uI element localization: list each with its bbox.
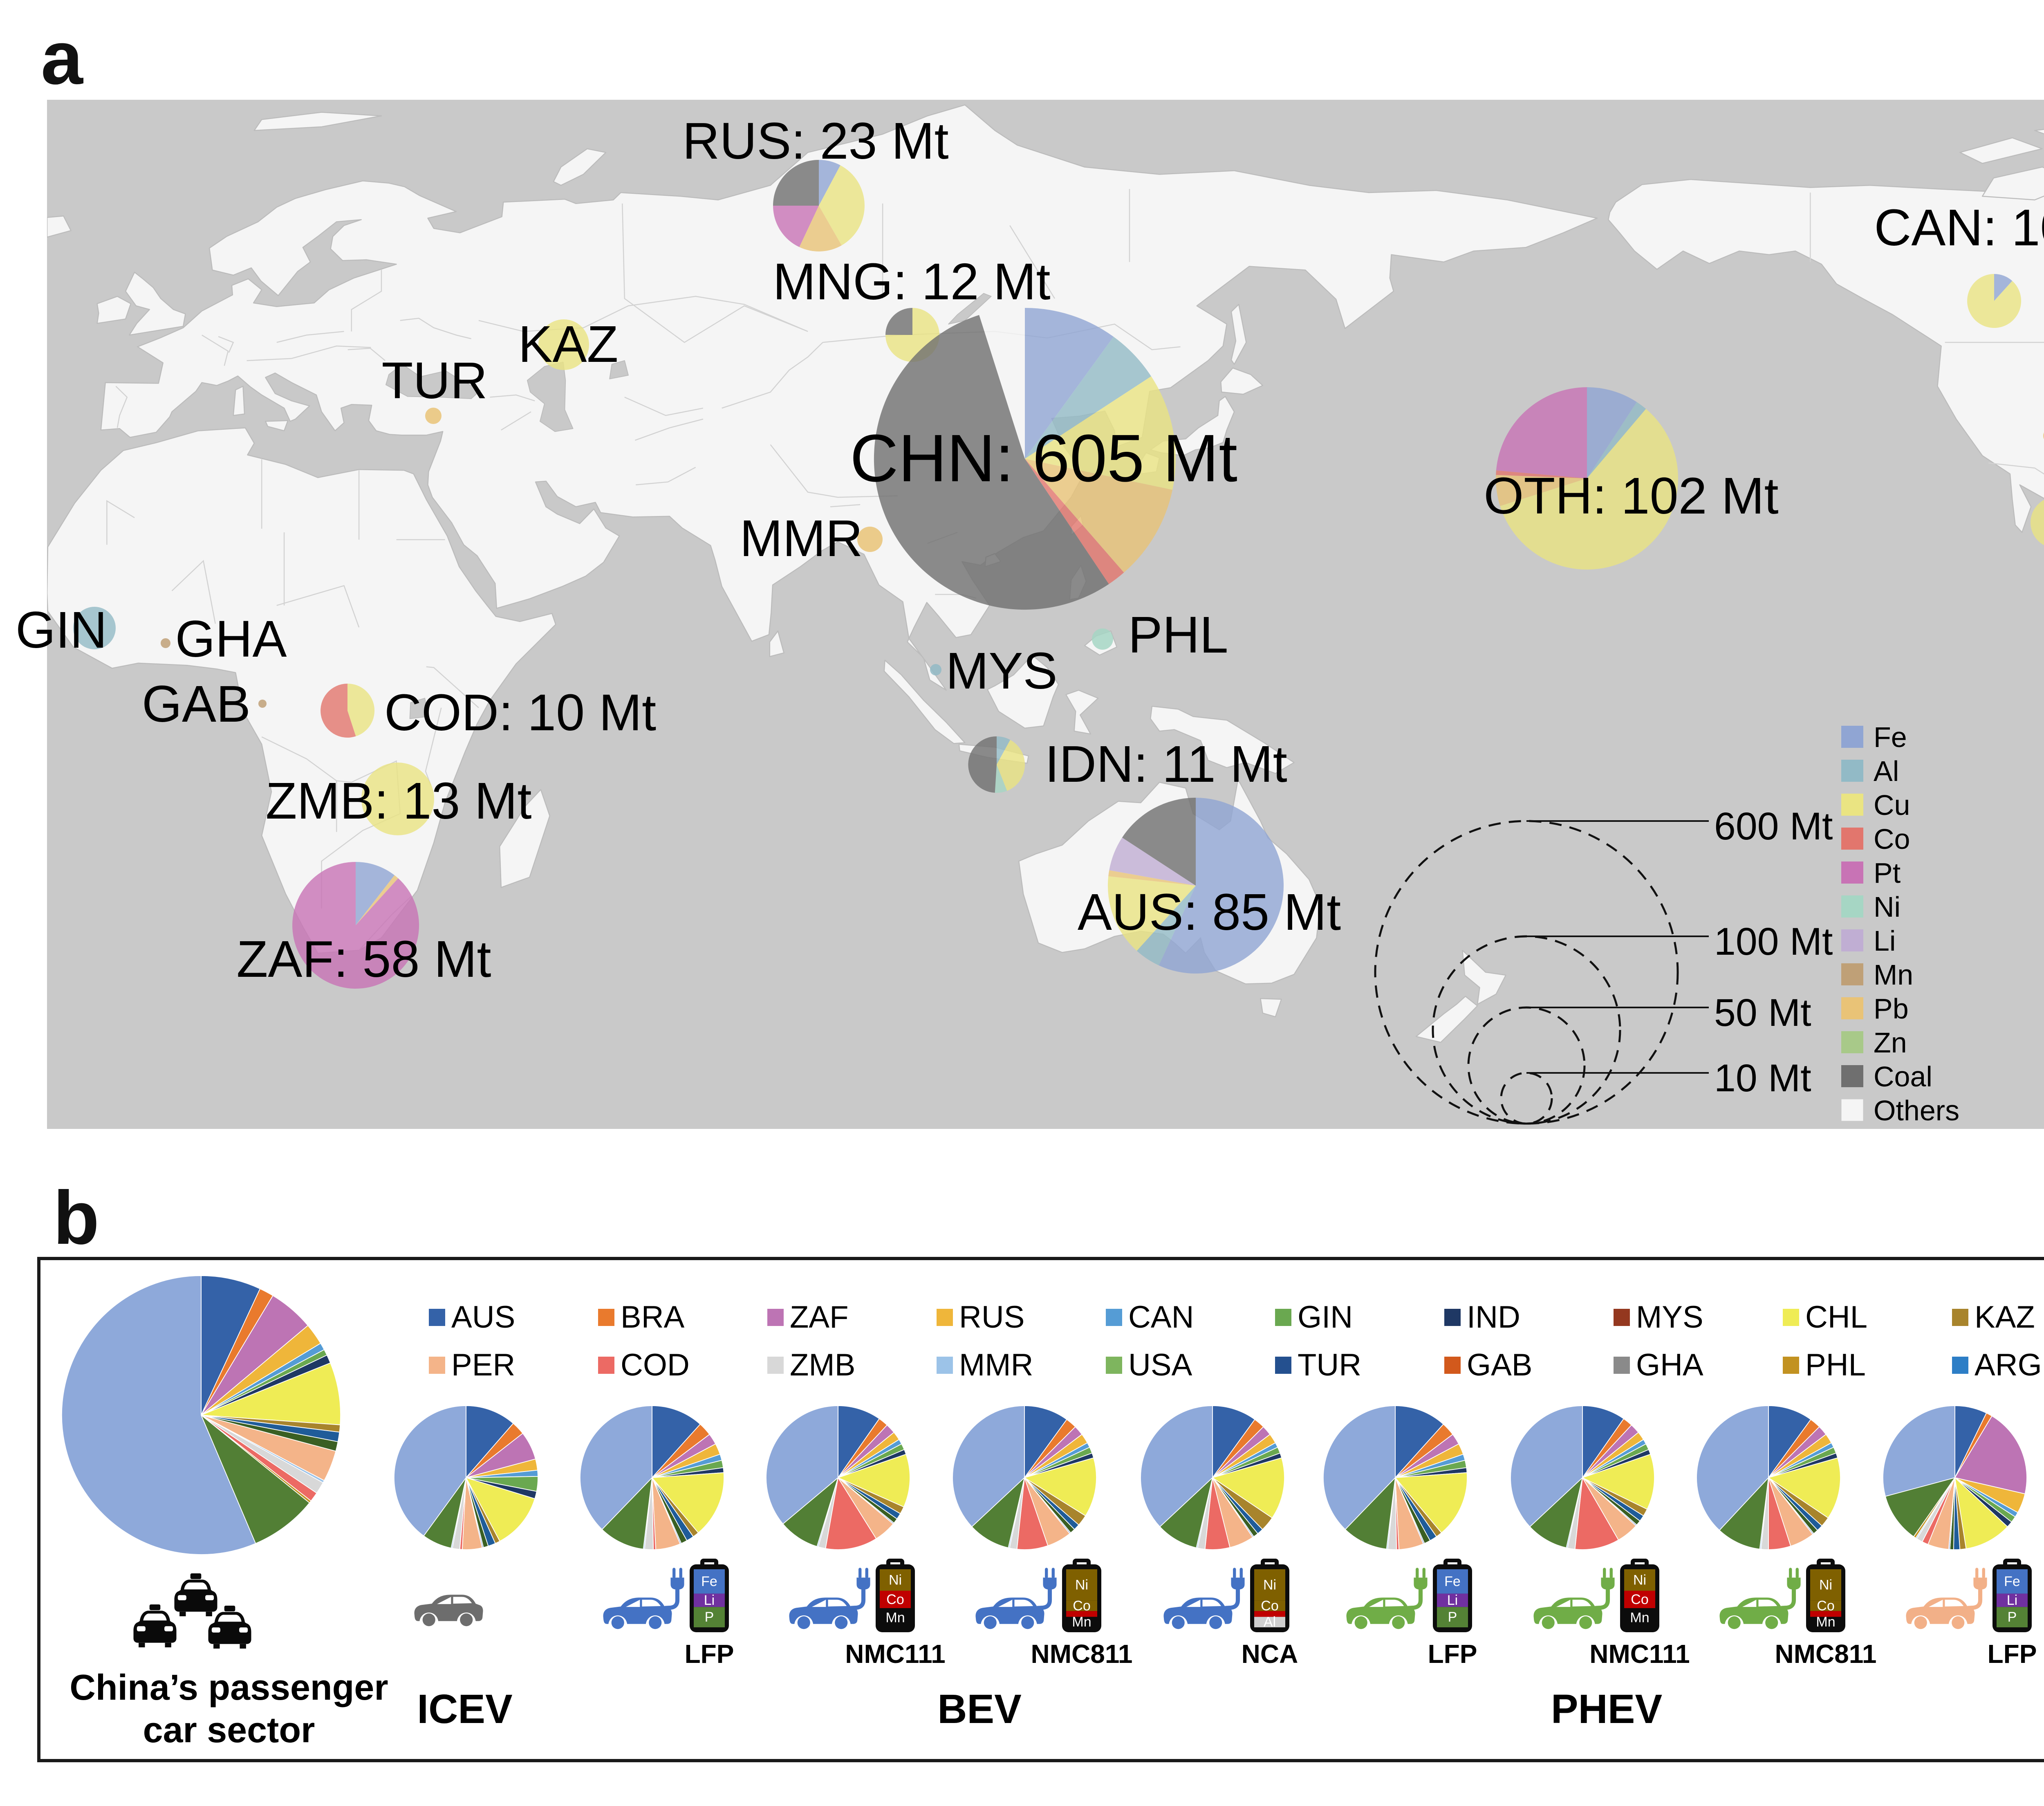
svg-text:Co: Co [1261,1598,1278,1614]
svg-text:AUS: 85 Mt: AUS: 85 Mt [1078,883,1341,941]
svg-text:Fe: Fe [1874,721,1907,753]
svg-text:Co: Co [1073,1598,1090,1614]
svg-text:KAZ: KAZ [1975,1300,2035,1335]
svg-text:OTH: 102 Mt: OTH: 102 Mt [1484,467,1778,525]
svg-text:Ni: Ni [1075,1577,1088,1593]
svg-text:Co: Co [1874,823,1910,855]
svg-text:GIN: GIN [16,601,107,659]
svg-text:TUR: TUR [382,352,488,409]
svg-text:MMR: MMR [959,1348,1033,1382]
svg-text:PHL: PHL [1128,606,1228,664]
svg-text:ZMB: 13 Mt: ZMB: 13 Mt [265,772,531,830]
svg-text:CHN: 605 Mt: CHN: 605 Mt [850,421,1237,496]
svg-text:MNG: 12 Mt: MNG: 12 Mt [773,253,1050,310]
svg-text:Ni: Ni [1874,891,1901,923]
svg-text:Others: Others [1874,1095,1959,1126]
svg-text:BEV: BEV [937,1686,1022,1732]
svg-text:100 Mt: 100 Mt [1714,920,1833,963]
svg-text:NCA: NCA [1242,1639,1298,1669]
svg-text:AUS: AUS [451,1300,515,1335]
svg-text:Co: Co [1817,1598,1834,1614]
svg-text:Co: Co [1631,1592,1648,1607]
svg-text:Co: Co [886,1592,904,1607]
svg-text:Ni: Ni [889,1572,902,1588]
svg-text:600 Mt: 600 Mt [1714,805,1833,848]
svg-text:Al: Al [1874,755,1899,787]
svg-text:IND: IND [1467,1300,1520,1335]
svg-text:MMR: MMR [740,509,863,567]
svg-text:ZAF: 58 Mt: ZAF: 58 Mt [236,930,491,988]
svg-text:Ni: Ni [1633,1572,1646,1588]
svg-text:a: a [41,16,84,100]
svg-text:P: P [2008,1609,2017,1625]
svg-text:GIN: GIN [1298,1300,1353,1335]
svg-text:Ni: Ni [1819,1577,1832,1593]
svg-text:GHA: GHA [175,610,287,668]
svg-text:MYS: MYS [1636,1300,1703,1335]
svg-text:Pb: Pb [1874,993,1909,1025]
svg-text:Li: Li [2007,1593,2017,1608]
svg-text:CAN: CAN [1128,1300,1194,1335]
svg-text:CHL: CHL [1805,1300,1867,1335]
svg-text:Li: Li [1447,1593,1458,1608]
svg-text:Coal: Coal [1874,1061,1932,1093]
svg-text:ARG: ARG [1975,1348,2042,1382]
svg-text:LFP: LFP [1428,1639,1477,1669]
svg-text:Mn: Mn [1630,1610,1649,1626]
svg-text:CAN: 10 Mt: CAN: 10 Mt [1874,199,2044,256]
svg-text:PHEV: PHEV [1551,1686,1663,1732]
svg-text:P: P [1448,1609,1457,1625]
svg-text:USA: USA [1128,1348,1192,1382]
svg-text:P: P [705,1609,714,1625]
svg-text:Fe: Fe [2004,1574,2020,1589]
svg-text:50 Mt: 50 Mt [1714,991,1811,1034]
svg-text:Mn: Mn [1072,1614,1091,1630]
svg-text:Ni: Ni [1263,1577,1276,1593]
svg-text:GAB: GAB [142,675,251,733]
svg-text:LFP: LFP [685,1639,734,1669]
svg-text:PHL: PHL [1805,1348,1866,1382]
svg-text:COD: COD [621,1348,690,1382]
svg-text:GAB: GAB [1467,1348,1533,1382]
svg-text:Li: Li [704,1593,715,1608]
svg-text:ZAF: ZAF [790,1300,849,1335]
svg-text:RUS: 23 Mt: RUS: 23 Mt [682,112,948,170]
svg-text:ICEV: ICEV [417,1686,513,1732]
svg-text:IDN: 11 Mt: IDN: 11 Mt [1045,735,1287,793]
svg-text:COD: 10 Mt: COD: 10 Mt [384,684,656,741]
svg-text:Fe: Fe [1444,1574,1461,1589]
svg-text:TUR: TUR [1298,1348,1361,1382]
svg-text:Fe: Fe [701,1574,717,1589]
svg-text:MYS: MYS [946,642,1057,700]
svg-text:NMC811: NMC811 [1775,1639,1877,1669]
svg-text:Mn: Mn [885,1610,905,1626]
svg-text:GHA: GHA [1636,1348,1703,1382]
svg-text:NMC811: NMC811 [1031,1639,1133,1669]
svg-text:10 Mt: 10 Mt [1714,1057,1811,1100]
svg-text:Pt: Pt [1874,857,1901,889]
svg-text:Al: Al [1264,1614,1276,1630]
svg-text:Cu: Cu [1874,789,1910,821]
svg-text:Mn: Mn [1816,1614,1835,1630]
svg-text:Li: Li [1874,925,1896,957]
svg-text:BRA: BRA [621,1300,685,1335]
svg-text:China’s passenger: China’s passenger [69,1667,388,1707]
svg-text:ZMB: ZMB [790,1348,855,1382]
svg-text:LFP: LFP [1988,1639,2037,1669]
svg-text:car sector: car sector [143,1710,315,1750]
svg-text:NMC111: NMC111 [1589,1639,1690,1669]
svg-text:Mn: Mn [1874,959,1913,991]
svg-text:NMC111: NMC111 [845,1639,945,1669]
svg-text:Zn: Zn [1874,1027,1907,1059]
svg-text:b: b [53,1176,99,1260]
svg-text:RUS: RUS [959,1300,1024,1335]
svg-text:PER: PER [451,1348,515,1382]
svg-text:KAZ: KAZ [518,315,618,373]
